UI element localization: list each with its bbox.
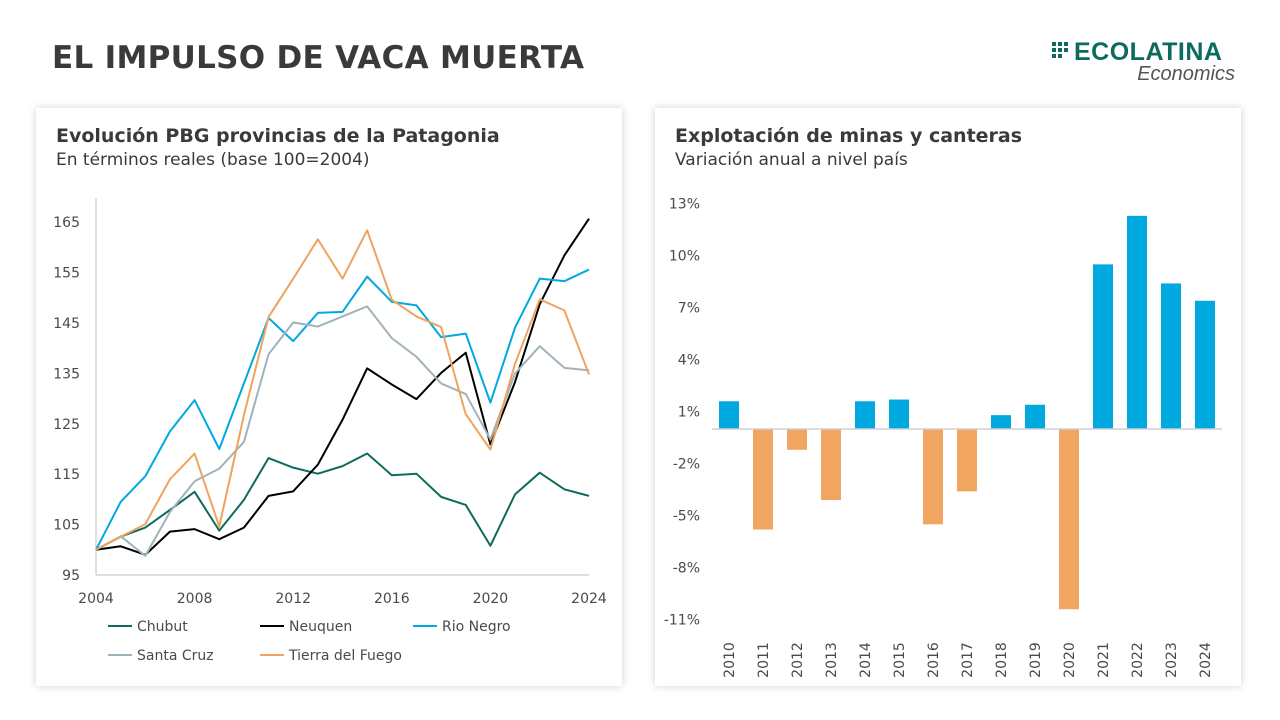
x-tick-label: 2016 — [374, 591, 410, 607]
bar-2023 — [1161, 283, 1181, 429]
x-tick-label: 2008 — [177, 591, 213, 607]
bar-2019 — [1025, 404, 1045, 429]
x-tick-label: 2013 — [824, 642, 840, 678]
logo-dots-icon — [1052, 42, 1068, 58]
y-tick-label: -5% — [673, 509, 700, 525]
legend-label: Neuquen — [289, 619, 352, 635]
series-line-chubut — [95, 452, 590, 551]
legend-label: Chubut — [137, 619, 188, 635]
series-line-rio-negro — [95, 268, 590, 551]
x-tick-label: 2012 — [275, 591, 311, 607]
y-tick-label: 1% — [678, 405, 700, 421]
bar-2017 — [957, 429, 977, 492]
bar-2020 — [1059, 429, 1079, 610]
legend-label: Tierra del Fuego — [288, 648, 402, 664]
bar-chart: 13% 10% 7% 4% 1% -2% -5% -8% -11% 2010 2011 2012 201… — [664, 197, 1222, 678]
chart-title: Explotación de minas y canteras — [675, 125, 1023, 147]
x-tick-label: 2020 — [1062, 642, 1078, 678]
series-line-neuquen — [95, 218, 590, 556]
x-tick-label: 2023 — [1164, 642, 1180, 678]
y-tick-label: -8% — [673, 561, 700, 577]
x-tick-label: 2019 — [1028, 642, 1044, 678]
x-tick-label: 2022 — [1130, 642, 1146, 678]
chart-subtitle: En términos reales (base 100=2004) — [56, 150, 370, 170]
y-tick-label: 135 — [53, 366, 80, 382]
x-tick-label: 2024 — [1198, 642, 1214, 678]
page-title: EL IMPULSO DE VACA MUERTA — [52, 40, 585, 76]
x-tick-label: 2021 — [1096, 642, 1112, 678]
pbg-chart-panel: Evolución PBG provincias de la Patagonia… — [36, 108, 622, 686]
series-line-tierra-del-fuego — [95, 229, 590, 551]
logo-subtitle: Economics — [1137, 63, 1235, 85]
x-tick-label: 2018 — [994, 642, 1010, 678]
legend-label: Santa Cruz — [137, 648, 214, 664]
bar-2010 — [719, 401, 739, 429]
bar-2012 — [787, 429, 807, 450]
x-tick-label: 2016 — [926, 642, 942, 678]
y-tick-label: 145 — [53, 316, 80, 332]
bar-2021 — [1093, 264, 1113, 429]
x-tick-label: 2020 — [473, 591, 509, 607]
y-tick-label: 10% — [669, 249, 700, 265]
y-tick-label: -2% — [673, 457, 700, 473]
x-tick-label: 2014 — [858, 642, 874, 678]
y-tick-label: -11% — [664, 613, 700, 629]
x-tick-label: 2017 — [960, 642, 976, 678]
bar-2018 — [991, 415, 1011, 429]
bar-2013 — [821, 429, 841, 501]
y-tick-label: 7% — [678, 301, 700, 317]
logo-brand: ECOLATINA — [1074, 38, 1223, 66]
y-tick-label: 105 — [53, 518, 80, 534]
x-tick-label: 2012 — [790, 642, 806, 678]
x-tick-label: 2015 — [892, 642, 908, 678]
bar-2016 — [923, 429, 943, 525]
ecolatina-logo: ECOLATINA Economics — [1052, 38, 1237, 88]
y-tick-label: 125 — [53, 417, 80, 433]
x-tick-label: 2024 — [571, 591, 607, 607]
mining-chart-panel: Explotación de minas y canteras Variació… — [655, 108, 1241, 686]
bar-2024 — [1195, 300, 1215, 429]
y-tick-label: 155 — [53, 266, 80, 282]
bar-2011 — [753, 429, 773, 530]
x-tick-label: 2011 — [756, 642, 772, 678]
bar-2014 — [855, 401, 875, 429]
x-tick-label: 2004 — [78, 591, 114, 607]
y-tick-label: 115 — [53, 467, 80, 483]
bar-2022 — [1127, 215, 1147, 429]
chart-subtitle: Variación anual a nivel país — [675, 150, 908, 170]
y-tick-label: 4% — [678, 353, 700, 369]
y-tick-label: 165 — [53, 215, 80, 231]
y-tick-label: 13% — [669, 197, 700, 213]
chart-title: Evolución PBG provincias de la Patagonia — [56, 125, 500, 147]
line-chart: 95 105 115 125 135 145 155 165 2004 2008 2012 2016 2… — [53, 198, 607, 664]
legend-label: Rio Negro — [442, 619, 511, 635]
bar-2015 — [889, 399, 909, 429]
x-tick-label: 2010 — [722, 642, 738, 678]
y-tick-label: 95 — [62, 568, 80, 584]
